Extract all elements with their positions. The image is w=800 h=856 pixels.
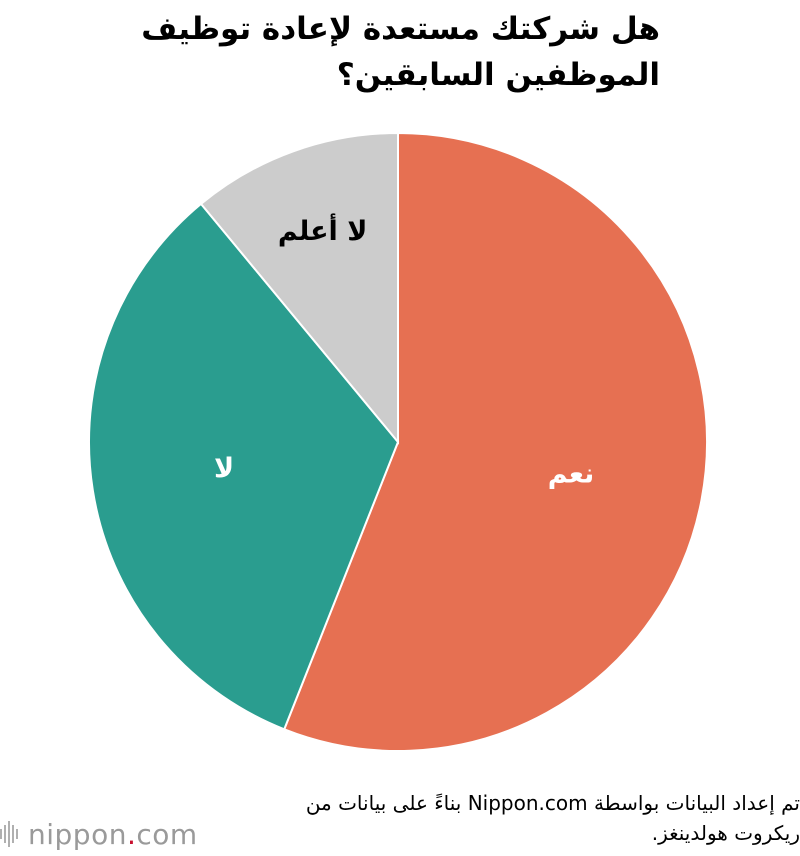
source-note: تم إعداد البيانات بواسطة Nippon.com بناء… — [305, 791, 800, 845]
pie-label-dont-know: لا أعلم — [278, 213, 367, 247]
pie-slice-dont-know — [199, 131, 399, 445]
nippon-logo[interactable]: nippon.com — [0, 812, 240, 856]
logo-brand-suffix: com — [136, 817, 198, 851]
pie-slice-no — [88, 202, 400, 731]
pie-slice-yes — [282, 131, 708, 752]
pie-label-yes: نعم — [548, 459, 595, 490]
pie-chart: نعم لا لا أعلم — [88, 131, 708, 752]
pie-label-no: لا — [214, 453, 234, 484]
logo-brand-dot: . — [126, 817, 137, 851]
logo-bars-icon — [0, 819, 20, 849]
logo-brand-prefix: nippon — [28, 817, 127, 851]
chart-title: هل شركتك مستعدة لإعادة توظيف الموظفين ال… — [141, 11, 660, 93]
logo-wordmark: nippon.com — [28, 818, 198, 851]
